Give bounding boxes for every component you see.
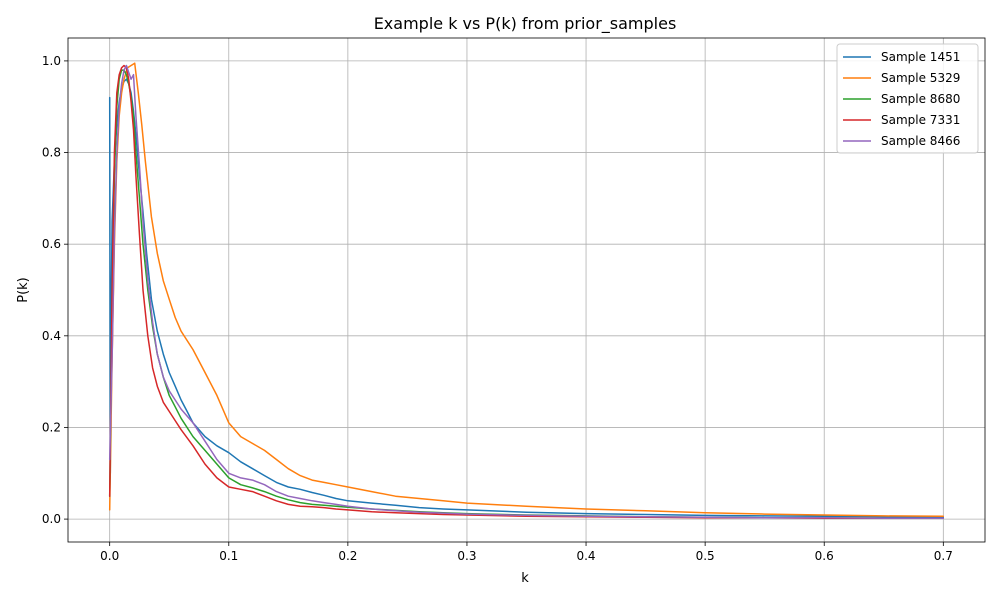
series-line-5 [108, 64, 945, 519]
x-tick-label: 0.5 [696, 549, 715, 563]
y-axis-label: P(k) [16, 277, 31, 303]
y-axis: 0.0 0.2 0.4 0.6 0.8 1.0 [42, 54, 68, 526]
y-tick-label: 1.0 [42, 54, 61, 68]
x-axis-label: k [521, 571, 529, 586]
x-tick-label: 0.7 [934, 549, 953, 563]
plot-area [108, 62, 945, 519]
axes-frame [67, 37, 986, 543]
y-tick-label: 0.8 [42, 146, 61, 160]
y-tick-label: 0.2 [42, 420, 61, 434]
series-line-2 [108, 62, 945, 518]
legend-label: Sample 8466 [881, 134, 960, 148]
x-axis: 0.0 0.1 0.2 0.3 0.4 0.5 0.6 0.7 [100, 542, 953, 563]
y-tick-label: 0.6 [42, 237, 61, 251]
y-tick-label: 0.0 [42, 512, 61, 526]
legend-box [836, 43, 979, 154]
legend-label: Sample 5329 [881, 71, 960, 85]
y-tick-label: 0.4 [42, 329, 61, 343]
legend: Sample 1451 Sample 5329 Sample 8680 Sample … [836, 43, 979, 154]
legend-label: Sample 7331 [881, 113, 960, 127]
x-tick-label: 0.1 [219, 549, 238, 563]
x-tick-label: 0.2 [338, 549, 357, 563]
chart-title: Example k vs P(k) from prior_samples [374, 14, 677, 34]
x-tick-label: 0.0 [100, 549, 119, 563]
series-line-4 [108, 64, 945, 519]
legend-label: Sample 8680 [881, 92, 960, 106]
series-line-1 [108, 78, 945, 519]
x-tick-label: 0.3 [457, 549, 476, 563]
legend-label: Sample 1451 [881, 50, 960, 64]
x-tick-label: 0.6 [815, 549, 834, 563]
x-tick-label: 0.4 [576, 549, 595, 563]
